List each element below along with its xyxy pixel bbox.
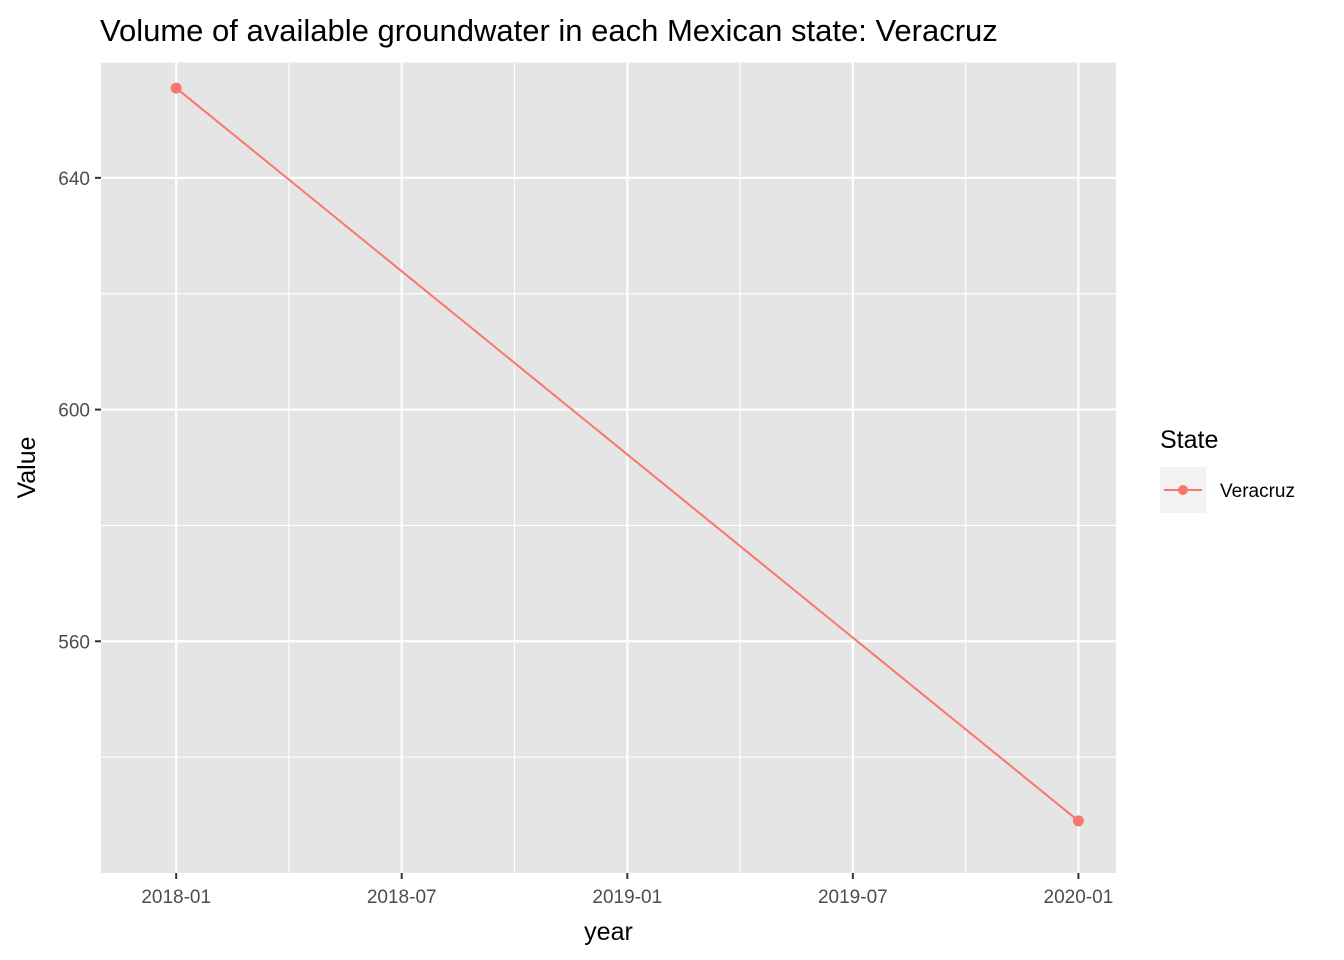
x-tick-label: 2020-01 xyxy=(1044,887,1114,908)
series-line-veracruz xyxy=(175,87,1080,822)
data-point-2020-01 xyxy=(1072,815,1084,827)
x-tick-label: 2018-01 xyxy=(141,887,211,908)
x-tick-label: 2019-01 xyxy=(592,887,662,908)
legend-key-point xyxy=(1178,485,1188,495)
legend: State Veracruz xyxy=(1160,426,1295,513)
x-tick-label: 2018-07 xyxy=(367,887,437,908)
series-layer xyxy=(170,82,1084,827)
y-tick-label: 560 xyxy=(58,632,90,653)
data-point-2018-01 xyxy=(170,82,182,94)
major-gridlines xyxy=(101,62,1116,873)
x-axis: 2018-01 2018-07 2019-01 2019-07 2020-01 xyxy=(141,873,1113,908)
legend-title: State xyxy=(1160,426,1218,454)
y-axis-title: Value xyxy=(13,436,41,498)
x-tick-label: 2019-07 xyxy=(818,887,888,908)
x-axis-title: year xyxy=(584,918,633,946)
chart-title: Volume of available groundwater in each … xyxy=(100,13,998,48)
y-axis: 560 600 640 xyxy=(58,169,101,653)
y-tick-label: 600 xyxy=(58,401,90,422)
legend-label-veracruz: Veracruz xyxy=(1220,481,1295,502)
minor-gridlines xyxy=(101,61,1116,873)
y-tick-label: 640 xyxy=(58,169,90,190)
plot-panel xyxy=(101,62,1116,873)
